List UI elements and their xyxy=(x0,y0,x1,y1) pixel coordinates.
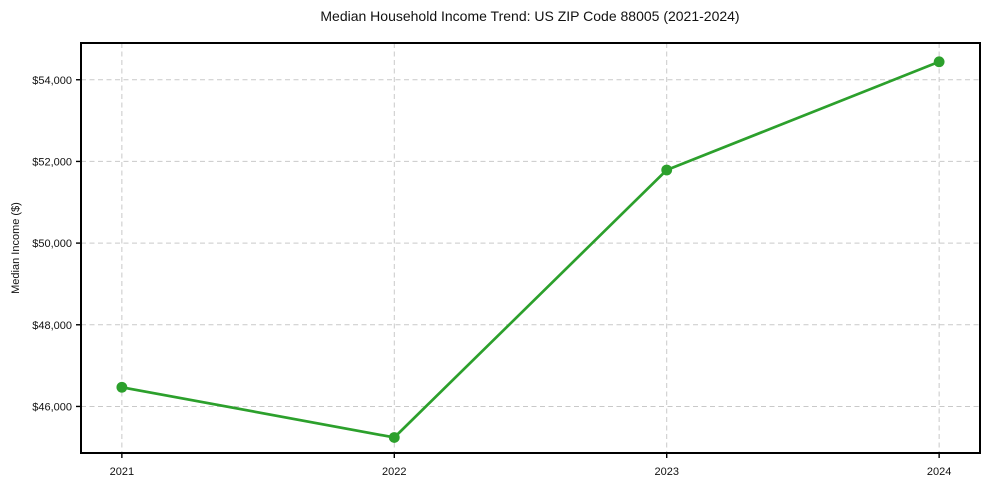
x-tick-label: 2023 xyxy=(654,466,678,478)
x-tick-label: 2022 xyxy=(382,466,406,478)
y-tick-label: $48,000 xyxy=(32,320,72,332)
data-point-2023 xyxy=(661,164,673,176)
chart-title: Median Household Income Trend: US ZIP Co… xyxy=(320,8,739,24)
y-axis-label: Median Income ($) xyxy=(10,202,22,294)
plot-frame xyxy=(80,42,981,454)
y-tick-label: $46,000 xyxy=(32,401,72,413)
x-tick-label: 2021 xyxy=(110,466,134,478)
axis-labels-layer: Median Household Income Trend: US ZIP Co… xyxy=(10,8,951,478)
y-tick-label: $50,000 xyxy=(32,238,72,250)
y-tick-label: $54,000 xyxy=(32,75,72,87)
trend-line xyxy=(121,60,940,439)
data-point-2021 xyxy=(116,381,128,393)
gridlines-layer xyxy=(81,43,980,453)
x-tick-label: 2024 xyxy=(927,466,951,478)
data-point-2024 xyxy=(933,56,945,68)
data-point-2022 xyxy=(388,432,400,443)
data-series-layer xyxy=(116,56,945,443)
axis-ticks-layer xyxy=(76,79,940,458)
y-tick-label: $52,000 xyxy=(32,156,72,168)
